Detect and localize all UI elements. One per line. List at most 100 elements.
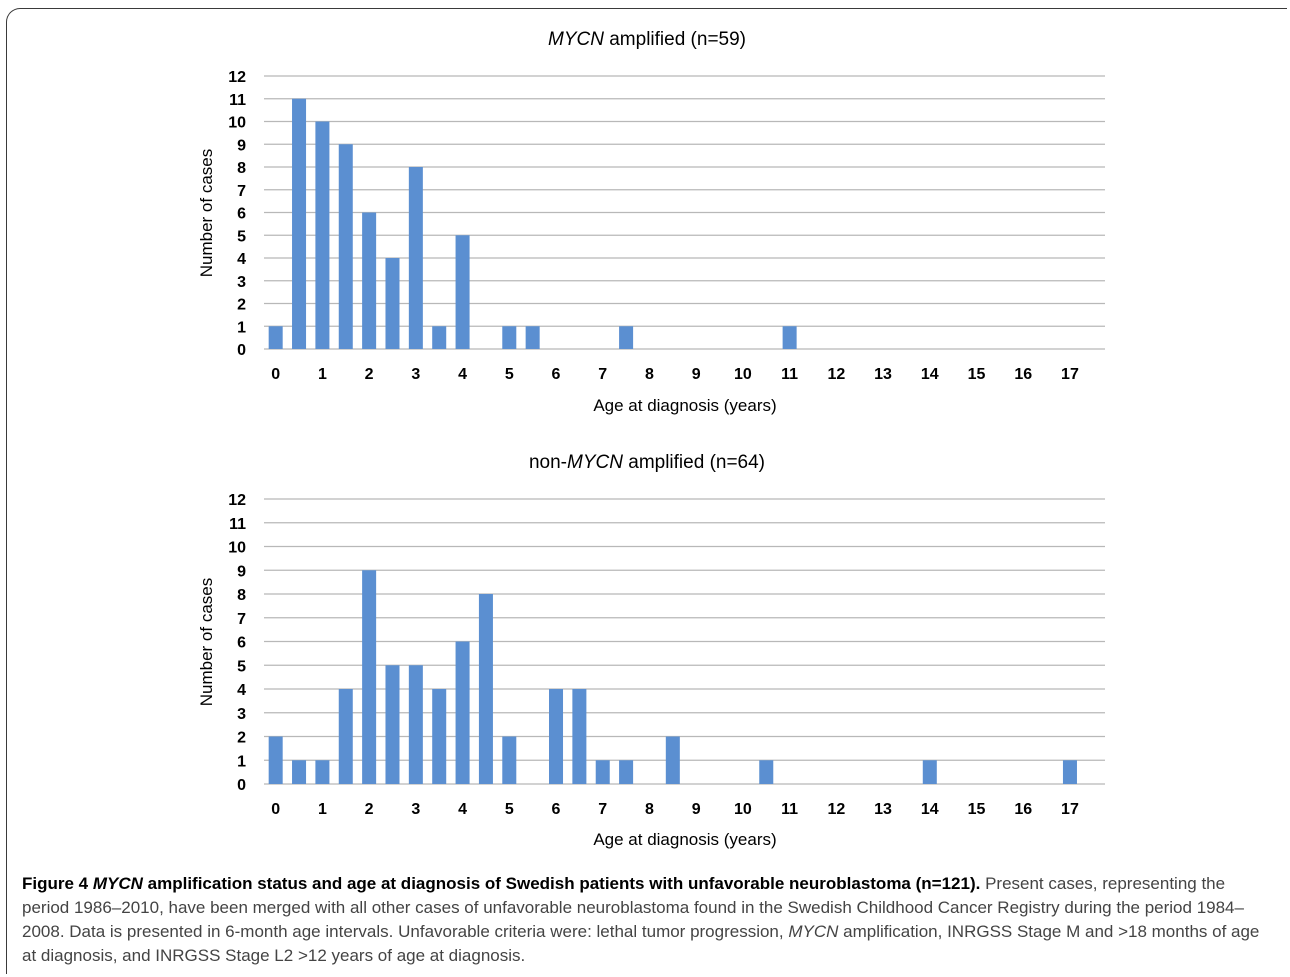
caption-label: Figure 4 [22,874,93,893]
x-tick-label: 9 [692,801,701,818]
chart-title-prefix: non- [529,452,567,473]
x-tick-label: 2 [365,801,374,818]
x-tick-label: 15 [968,801,986,818]
bar [292,760,307,784]
chart-title-suffix: amplified (n=59) [604,29,746,50]
x-tick-label: 16 [1014,366,1032,383]
x-tick-label: 4 [458,801,467,818]
x-tick-label: 6 [552,801,561,818]
x-tick-label: 7 [598,801,607,818]
bar [619,326,634,349]
x-tick-label: 10 [734,366,752,383]
chart-title-italic: MYCN [548,29,604,50]
x-axis-label: Age at diagnosis (years) [593,830,776,849]
y-tick-label: 2 [237,297,246,314]
x-tick-label: 15 [968,366,986,383]
bar [665,736,680,784]
y-tick-label: 12 [228,492,246,509]
bar [1062,760,1077,784]
caption-title-italic: MYCN [92,874,143,893]
x-tick-label: 5 [505,801,514,818]
x-tick-label: 12 [827,801,845,818]
x-tick-label: 7 [598,366,607,383]
caption-body-1: Present cases, representing the period 1… [22,874,1244,941]
y-axis-label: Number of cases [197,578,216,707]
x-tick-label: 1 [318,801,327,818]
bar [478,594,493,784]
y-tick-label: 5 [237,658,246,675]
x-tick-label: 11 [781,801,798,818]
x-tick-label: 14 [921,366,939,383]
caption-body-2: amplification, INRGSS Stage M and >18 mo… [22,922,1260,965]
caption-body-italic: MYCN [788,922,839,941]
figure-caption: Figure 4 MYCN amplification status and a… [22,872,1277,968]
chart-title-italic: MYCN [567,452,623,473]
y-tick-label: 7 [237,611,246,628]
y-axis-label: Number of cases [197,149,216,278]
x-tick-label: 17 [1061,366,1079,383]
bar [315,760,330,784]
bar [385,665,400,784]
x-tick-label: 14 [921,801,939,818]
bar [525,326,540,349]
x-tick-label: 13 [874,801,892,818]
x-tick-label: 5 [505,366,514,383]
x-tick-label: 10 [734,801,752,818]
figure-frame [6,8,1287,974]
bar [432,689,447,784]
bar [408,167,423,349]
x-tick-label: 0 [271,366,280,383]
x-tick-label: 2 [365,366,374,383]
bar [455,235,470,349]
bar [595,760,610,784]
bar [362,212,377,349]
bar [292,98,307,349]
bar [572,689,587,784]
bar [268,736,283,784]
y-tick-label: 6 [237,206,246,223]
bar [268,326,283,349]
bar [549,689,564,784]
y-tick-label: 6 [237,635,246,652]
bar [385,258,400,349]
bar [455,641,470,784]
y-tick-label: 1 [237,319,246,336]
bar [432,326,447,349]
y-tick-label: 2 [237,730,246,747]
y-tick-label: 0 [237,777,246,794]
x-tick-label: 4 [458,366,467,383]
y-tick-label: 9 [237,563,246,580]
x-tick-label: 0 [271,801,280,818]
bar [922,760,937,784]
x-axis-label: Age at diagnosis (years) [593,396,776,415]
bar [782,326,797,349]
y-tick-label: 10 [228,115,246,132]
chart-non-mycn-amplified: non-MYCN amplified (n=64) Number of case… [197,452,1105,849]
x-tick-label: 6 [552,366,561,383]
x-tick-label: 3 [411,366,420,383]
y-tick-label: 9 [237,137,246,154]
y-tick-label: 0 [237,342,246,359]
y-tick-label: 8 [237,587,246,604]
y-tick-label: 3 [237,274,246,291]
y-tick-label: 12 [228,69,246,86]
bar [502,736,517,784]
caption-title: amplification status and age at diagnosi… [142,874,981,893]
y-tick-label: 4 [237,682,246,699]
bar [338,144,353,349]
y-tick-label: 4 [237,251,246,268]
bar [759,760,774,784]
y-tick-label: 8 [237,160,246,177]
chart-title: MYCN amplified (n=59) [548,29,746,50]
x-tick-label: 11 [781,366,798,383]
x-tick-label: 13 [874,366,892,383]
bar [502,326,517,349]
bar [362,570,377,784]
bar [408,665,423,784]
chart-title: non-MYCN amplified (n=64) [529,452,765,473]
bar [338,689,353,784]
x-tick-label: 12 [827,366,845,383]
x-tick-label: 8 [645,366,654,383]
y-tick-label: 5 [237,228,246,245]
x-tick-label: 9 [692,366,701,383]
